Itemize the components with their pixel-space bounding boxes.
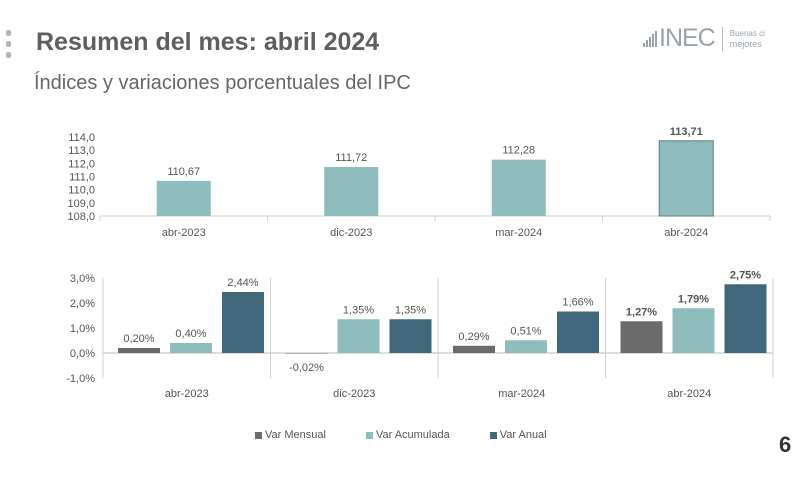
data-label: 1,66% (562, 297, 593, 309)
logo-bars-icon (643, 30, 657, 47)
legend-item-var-anual: Var Anual (489, 429, 547, 441)
legend-item-var-mensual: Var Mensual (255, 429, 326, 441)
data-label: 1,35% (343, 304, 374, 316)
data-label: 2,44% (227, 277, 258, 289)
y-tick-label: 108,0 (67, 211, 95, 223)
bar-var-acumulada (672, 308, 715, 353)
data-label: 0,51% (510, 325, 541, 337)
data-label: 111,72 (335, 152, 367, 164)
data-label: 2,75% (730, 269, 761, 281)
logo-tagline: Buenas ci mejores (729, 28, 765, 49)
x-category-label: mar-2024 (495, 227, 542, 239)
data-label: 1,35% (395, 304, 426, 316)
data-label: 113,71 (670, 126, 703, 138)
y-tick-label: -1,0% (66, 373, 95, 385)
data-label: 112,28 (502, 145, 535, 157)
data-label: 1,79% (678, 293, 709, 305)
x-category-label: mar-2024 (498, 388, 545, 400)
bar-var-mensual (285, 353, 328, 354)
x-category-label: abr-2023 (162, 227, 206, 239)
y-tick-label: 111,0 (69, 172, 95, 184)
x-category-label: dic-2023 (333, 388, 375, 400)
bar-var-mensual (620, 321, 663, 353)
bar-var-acumulada (337, 319, 380, 353)
page-title: Resumen del mes: abril 2024 (36, 28, 380, 56)
logo-name: INEC (659, 24, 716, 52)
index-bar (658, 140, 714, 217)
y-tick-label: 0,0% (70, 348, 95, 360)
legend: Var Mensual Var Acumulada Var Anual (255, 429, 547, 441)
y-tick-label: 113,0 (68, 145, 95, 157)
index-bar (156, 180, 211, 216)
bar-var-acumulada (170, 343, 212, 353)
bar-var-anual (389, 319, 432, 353)
y-tick-label: 109,0 (67, 198, 95, 210)
x-category-label: abr-2024 (664, 227, 708, 239)
x-category-label: dic-2023 (330, 227, 372, 239)
bar-var-anual (557, 311, 599, 353)
bar-var-mensual (118, 348, 160, 353)
y-tick-label: 110,0 (68, 185, 95, 197)
x-category-label: abr-2023 (165, 388, 209, 400)
y-tick-label: 114,0 (68, 132, 95, 144)
y-tick-label: 3,0% (70, 273, 95, 285)
data-label: 110,67 (167, 166, 200, 178)
data-label: 0,20% (123, 333, 154, 345)
data-label: 0,40% (175, 328, 206, 340)
bar-var-acumulada (505, 340, 547, 353)
inec-logo: INEC Buenas ci mejores (643, 24, 765, 53)
x-category-label: abr-2024 (667, 388, 711, 400)
y-tick-label: 2,0% (70, 298, 95, 310)
y-tick-label: 112,0 (68, 158, 95, 170)
bar-var-anual (724, 284, 767, 353)
slide-menu-dots (6, 30, 12, 63)
bar-var-mensual (453, 345, 495, 353)
index-bar (491, 159, 546, 216)
index-bar (324, 167, 379, 216)
data-label: 1,27% (626, 306, 657, 318)
data-label: 0,29% (458, 331, 489, 343)
page-subtitle: Índices y variaciones porcentuales del I… (34, 72, 411, 94)
data-label: -0,02% (289, 362, 324, 374)
y-tick-label: 1,0% (70, 323, 95, 335)
page-number: 6 (779, 432, 792, 457)
bar-var-anual (222, 292, 264, 353)
legend-item-var-acumulada: Var Acumulada (365, 429, 450, 441)
